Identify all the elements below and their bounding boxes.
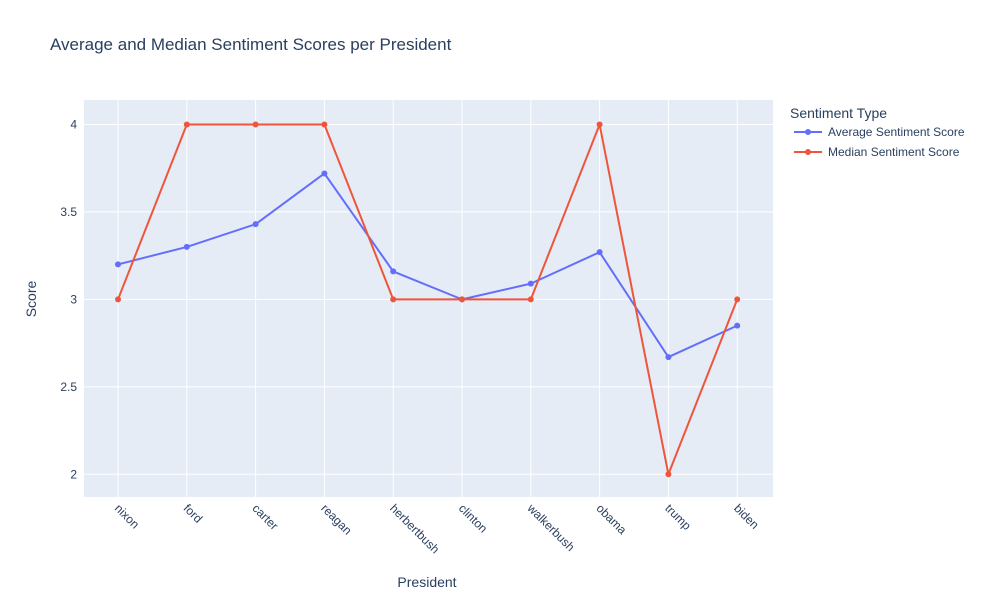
data-point — [390, 296, 397, 303]
data-point — [527, 296, 534, 303]
legend-items: Average Sentiment Score Median Sentiment … — [794, 125, 965, 159]
data-point — [115, 296, 121, 303]
x-tick-label: obama — [593, 501, 629, 537]
data-point — [459, 296, 465, 303]
x-tick-label: clinton — [456, 501, 490, 535]
y-tick-label: 3.5 — [60, 205, 77, 219]
legend-title: Sentiment Type — [790, 105, 887, 121]
data-point — [115, 261, 121, 268]
data-point — [390, 268, 397, 275]
legend: Sentiment Type Average Sentiment Score Me… — [790, 105, 965, 159]
chart-title: Average and Median Sentiment Scores per … — [50, 35, 452, 54]
data-point — [734, 322, 741, 329]
data-point — [665, 354, 672, 361]
x-tick-label: carter — [249, 501, 281, 533]
y-axis-title: Score — [23, 281, 39, 318]
y-tick-labels: 2 2.5 3 3.5 4 — [60, 117, 77, 481]
x-tick-label: reagan — [318, 501, 354, 537]
data-point — [527, 280, 534, 287]
legend-label: Average Sentiment Score — [828, 125, 965, 139]
x-tick-label: biden — [731, 501, 762, 532]
x-axis-title: President — [397, 574, 456, 590]
data-point — [252, 221, 259, 228]
x-tick-label: nixon — [112, 501, 142, 531]
x-tick-label: trump — [662, 501, 694, 533]
x-tick-label: walkerbush — [524, 501, 578, 555]
y-tick-label: 4 — [70, 117, 77, 131]
y-tick-label: 2 — [70, 467, 77, 481]
x-tick-label: ford — [181, 501, 206, 526]
y-tick-label: 3 — [70, 292, 77, 306]
legend-marker — [805, 129, 811, 135]
data-point — [734, 296, 741, 303]
y-tick-label: 2.5 — [60, 380, 77, 394]
series-line — [117, 172, 738, 359]
data-point — [252, 121, 259, 128]
x-tick-labels: nixon ford carter reagan herbertbush clinton w… — [112, 501, 762, 557]
series-line — [117, 123, 739, 476]
data-point — [183, 243, 190, 250]
data-point — [596, 121, 603, 128]
series-layer — [115, 121, 741, 478]
data-point — [665, 471, 672, 478]
legend-marker — [805, 149, 811, 155]
x-tick-label: herbertbush — [387, 501, 442, 556]
data-point — [596, 249, 603, 256]
data-point — [321, 121, 328, 128]
data-point — [321, 170, 328, 177]
data-point — [183, 121, 190, 128]
legend-label: Median Sentiment Score — [828, 145, 960, 159]
